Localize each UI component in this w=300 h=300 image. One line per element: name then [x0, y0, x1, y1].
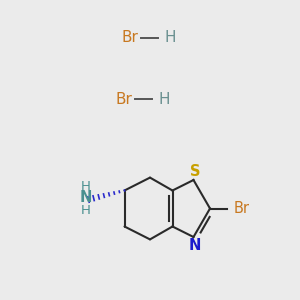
Text: S: S — [190, 164, 200, 179]
Text: N: N — [79, 190, 92, 205]
Text: Br: Br — [115, 92, 132, 106]
Text: H: H — [165, 30, 176, 45]
Text: H: H — [159, 92, 170, 106]
Text: Br: Br — [234, 201, 250, 216]
Text: N: N — [189, 238, 201, 253]
Text: Br: Br — [121, 30, 138, 45]
Text: H: H — [81, 204, 90, 218]
Text: H: H — [81, 179, 90, 193]
